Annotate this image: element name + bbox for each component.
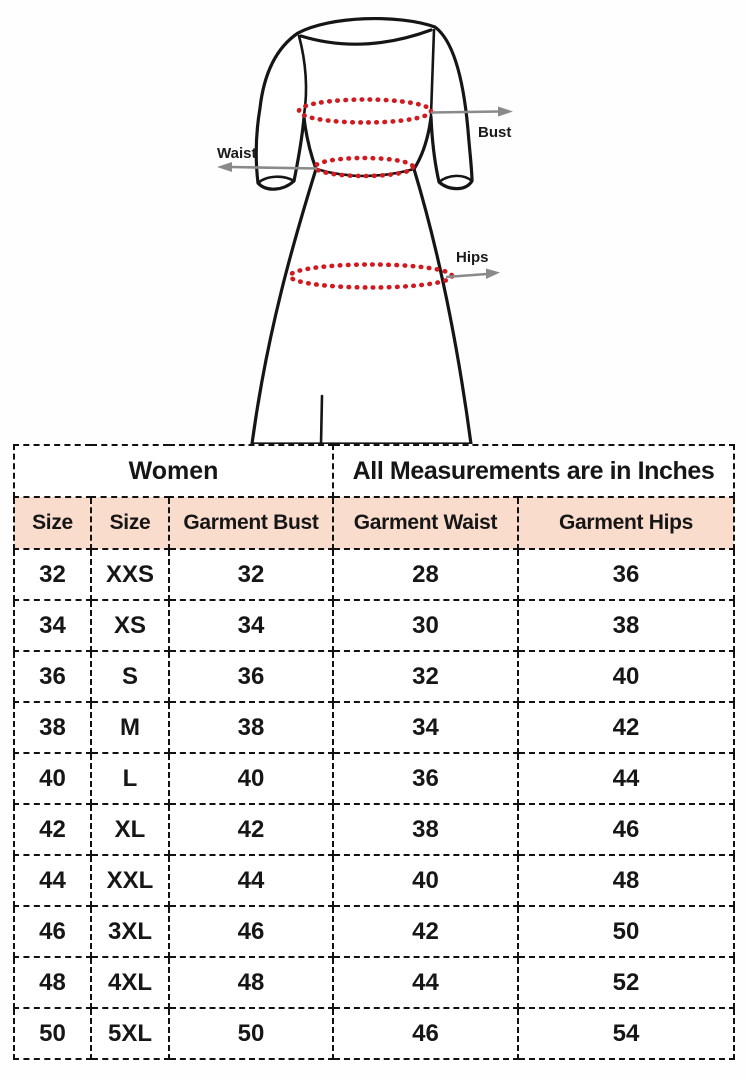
table-cell: S [90,650,170,703]
table-cell: 46 [13,905,92,958]
table-cell: 38 [168,701,334,754]
skirt-center-line [319,394,324,444]
table-cell: 42 [168,803,334,856]
table-cell: 44 [516,752,736,805]
right-armhole-seam [429,28,436,117]
waist-arrow [217,162,318,172]
table-cell: 5XL [90,1007,170,1060]
table-cell: 46 [332,1007,519,1060]
waist-label: Waist [217,145,256,162]
table-cell: 36 [13,650,92,703]
column-header: Garment Waist [332,496,519,550]
table-cell: 32 [168,548,334,601]
table-cell: 46 [168,905,334,958]
table-row: 50 5XL 50 46 54 [13,1007,736,1060]
table-row: 32 XXS 32 28 36 [13,548,736,601]
table-cell: 36 [332,752,519,805]
table-row: 48 4XL 48 44 52 [13,956,736,1009]
column-header: Size [90,496,170,550]
table-cell: 34 [168,599,334,652]
table-cell: 48 [516,854,736,907]
table-cell: 50 [13,1007,92,1060]
table-row: 46 3XL 46 42 50 [13,905,736,958]
table-cell: 44 [332,956,519,1009]
table-cell: 38 [332,803,519,856]
bust-arrow [430,106,513,117]
table-cell: 4XL [90,956,170,1009]
hips-label: Hips [456,249,489,266]
group-header-row: Women All Measurements are in Inches [13,444,736,498]
table-cell: 42 [332,905,519,958]
table-cell: M [90,701,170,754]
table-cell: 48 [13,956,92,1009]
table-cell: 44 [13,854,92,907]
table-row: 36 S 36 32 40 [13,650,736,703]
table-cell: XL [90,803,170,856]
table-cell: 40 [168,752,334,805]
table-cell: 50 [168,1007,334,1060]
table-cell: 36 [516,548,736,601]
table-cell: 40 [516,650,736,703]
women-header-cell: Women [13,444,334,498]
table-cell: L [90,752,170,805]
dress-outline [250,16,474,444]
left-cuff [256,175,296,185]
units-header-cell: All Measurements are in Inches [331,444,736,498]
table-cell: 38 [516,599,736,652]
table-cell: 28 [332,548,519,601]
column-header: Size [13,496,92,550]
size-table-body: 32 XXS 32 28 36 34 XS 34 30 38 36 S 36 32 40 38 M 38 34 42 4… [13,548,736,1060]
hips-arrow [445,268,500,279]
table-cell: 30 [332,599,519,652]
table-cell: 44 [168,854,334,907]
table-cell: XXS [90,548,170,601]
table-cell: 36 [168,650,334,703]
bust-label: Bust [478,124,511,141]
table-cell: 54 [516,1007,736,1060]
table-row: 34 XS 34 30 38 [13,599,736,652]
dress-measurement-diagram: Bust Waist Hips [217,16,513,444]
table-cell: 34 [13,599,92,652]
waist-measure-ellipse [312,155,416,179]
table-cell: 32 [332,650,519,703]
table-row: 40 L 40 36 44 [13,752,736,805]
table-cell: 50 [516,905,736,958]
size-chart-table: Women All Measurements are in Inches Siz… [13,444,736,1060]
table-cell: 48 [168,956,334,1009]
table-cell: XXL [90,854,170,907]
table-cell: 42 [516,701,736,754]
right-cuff [437,174,474,184]
table-cell: 52 [516,956,736,1009]
table-cell: 38 [13,701,92,754]
table-cell: 40 [332,854,519,907]
table-cell: 46 [516,803,736,856]
table-cell: 34 [332,701,519,754]
table-cell: XS [90,599,170,652]
table-cell: 32 [13,548,92,601]
column-header: Garment Hips [516,496,736,550]
column-header: Garment Bust [168,496,334,550]
table-row: 38 M 38 34 42 [13,701,736,754]
table-row: 42 XL 42 38 46 [13,803,736,856]
table-cell: 3XL [90,905,170,958]
neckline [299,28,433,46]
table-row: 44 XXL 44 40 48 [13,854,736,907]
table-cell: 40 [13,752,92,805]
bust-measure-ellipse [296,97,434,125]
column-header-row: Size Size Garment Bust Garment Waist Garment… [13,496,736,550]
table-cell: 42 [13,803,92,856]
